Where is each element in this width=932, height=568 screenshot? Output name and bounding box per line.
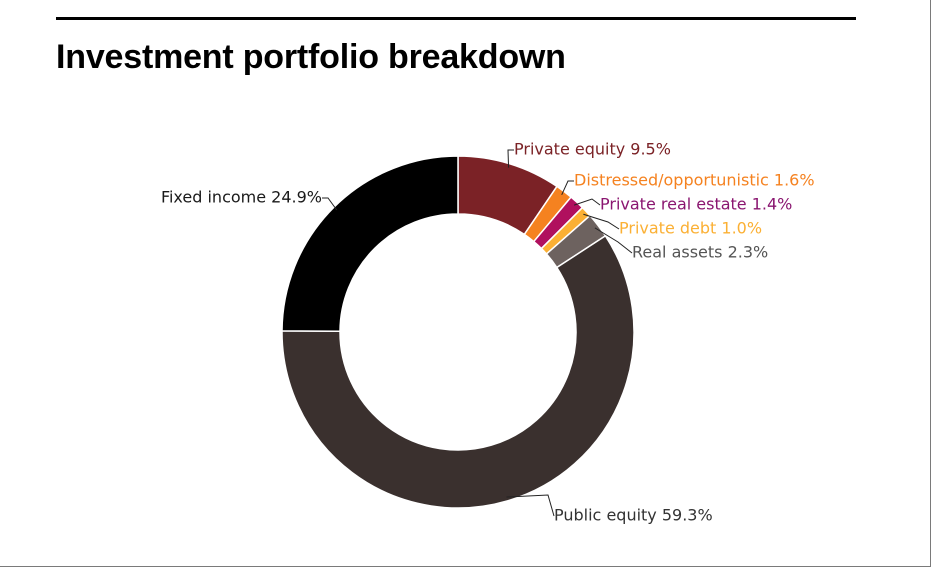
leader-lines [322, 149, 633, 517]
leader-line-real-assets [594, 227, 633, 254]
leader-line-distressed-opportunistic [561, 180, 574, 195]
data-labels: Private equity 9.5% Distressed/opportunis… [161, 140, 815, 525]
slice-fixed-income [281, 155, 459, 333]
data-label-public-equity: Public equity 59.3% [554, 506, 713, 525]
data-label-real-assets: Real assets 2.3% [632, 243, 768, 262]
data-label-private-real-estate: Private real estate 1.4% [600, 195, 792, 214]
slice-public-equity [281, 234, 635, 509]
chart-title: Investment portfolio breakdown [56, 38, 566, 76]
data-label-private-debt: Private debt 1.0% [619, 219, 762, 238]
slices [281, 155, 635, 509]
leader-line-public-equity [506, 494, 555, 517]
data-label-distressed-opportunistic: Distressed/opportunistic 1.6% [574, 171, 815, 190]
data-label-fixed-income: Fixed income 24.9% [161, 188, 322, 207]
data-label-private-equity: Private equity 9.5% [514, 140, 671, 159]
top-rule [56, 17, 856, 20]
leader-line-fixed-income [322, 197, 338, 211]
leader-line-private-debt [583, 213, 620, 230]
leader-line-private-real-estate [573, 198, 601, 206]
leader-line-private-equity [507, 149, 514, 168]
